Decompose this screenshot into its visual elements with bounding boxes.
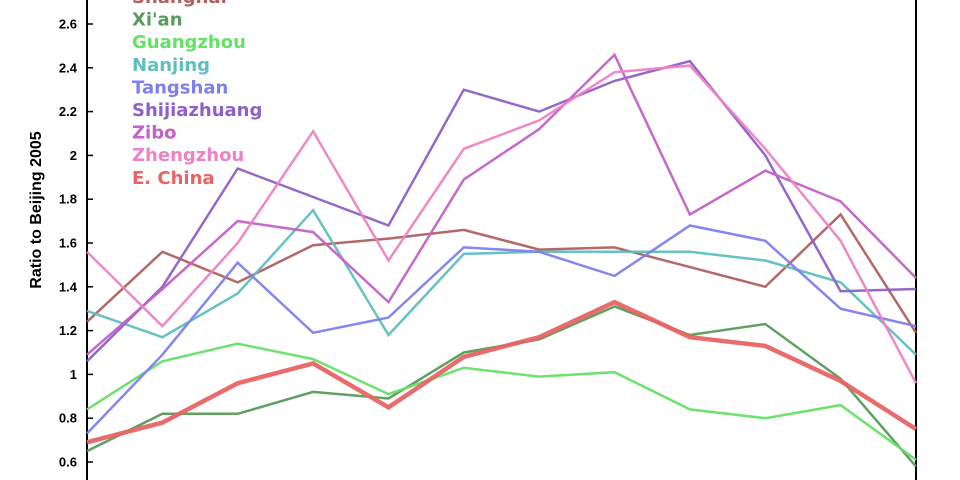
legend-entry-xi-an: Xi'an: [132, 10, 183, 31]
series-line-nanjing: [86, 208, 917, 356]
y-tick-label: 1.6: [59, 236, 77, 251]
y-tick-label: 0.8: [59, 411, 77, 426]
legend-entry-shanghai: Shanghai: [132, 0, 227, 8]
series-line-guangzhou: [86, 342, 917, 461]
y-tick-label: 1: [70, 367, 77, 382]
legend-entry-zhengzhou: Zhengzhou: [132, 145, 244, 166]
y-tick-label: 2.2: [59, 104, 77, 119]
legend-entry-tangshan: Tangshan: [132, 77, 228, 98]
series-line-xi-an: [86, 305, 917, 468]
y-axis-title: Ratio to Beijing 2005: [28, 131, 45, 288]
plot-frame: [86, 0, 917, 480]
legend: Shanghai Xi'anGuangzhouNanjingTangshanShi…: [132, 0, 262, 189]
y-tick-label: 2: [70, 148, 77, 163]
series-line-zhengzhou: [86, 64, 918, 384]
series-line-tangshan: [86, 224, 917, 435]
y-tick-label: 1.4: [59, 279, 78, 294]
legend-entry-guangzhou: Guangzhou: [132, 32, 246, 53]
y-tick-label: 1.2: [59, 323, 77, 338]
y-tick-label: 0.6: [59, 455, 77, 470]
legend-entry-e-china: E. China: [132, 168, 215, 189]
y-axis-ticks: 0.6 0.8 1 1.2 1.4 1.6 1.8 2 2.2 2.4 2.6: [59, 17, 93, 470]
y-tick-label: 2.4: [59, 60, 78, 75]
y-tick-label: 1.8: [59, 192, 77, 207]
series-line-e-china: [86, 299, 918, 445]
series-lines: [86, 52, 918, 468]
series-line-zibo: [86, 52, 917, 356]
series-line-shijiazhuang: [86, 59, 917, 363]
legend-entry-shijiazhuang: Shijiazhuang: [132, 100, 262, 121]
y-tick-label: 2.6: [59, 17, 77, 32]
legend-entry-zibo: Zibo: [132, 123, 176, 144]
legend-entry-nanjing: Nanjing: [132, 55, 210, 76]
